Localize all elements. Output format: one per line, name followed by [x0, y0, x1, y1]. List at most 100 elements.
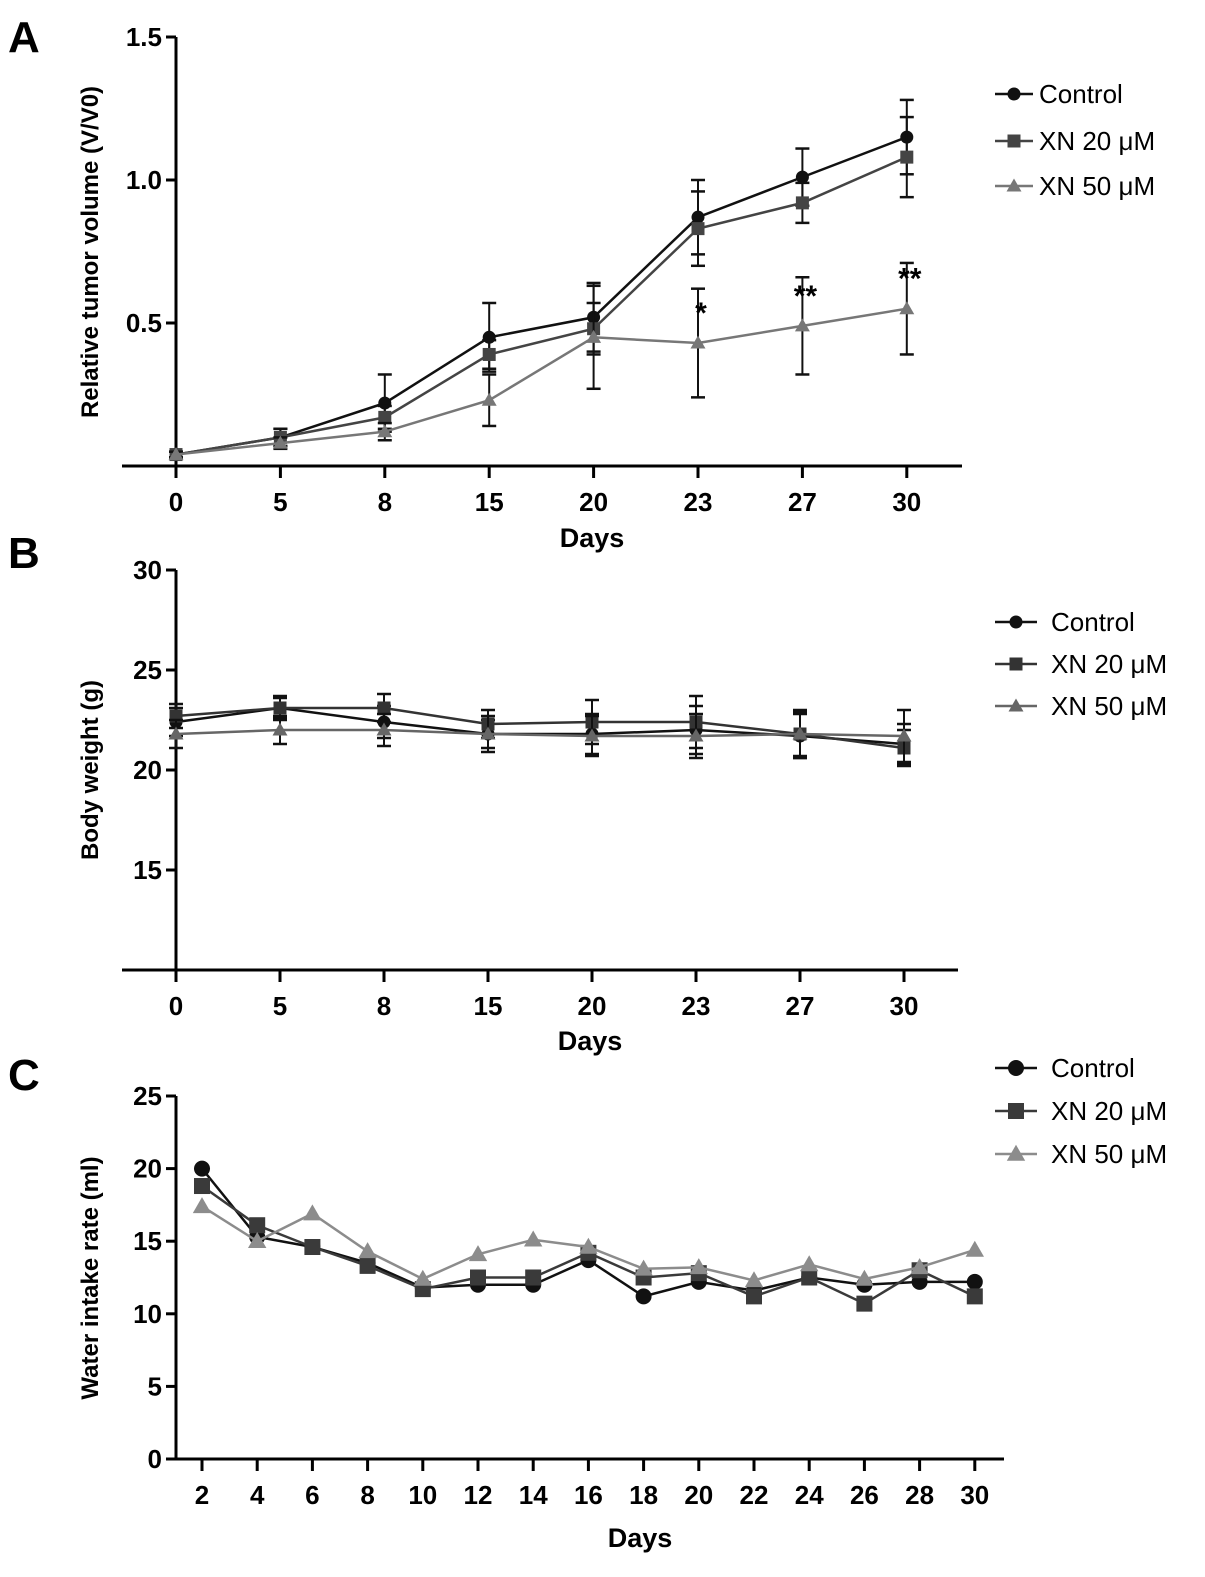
series-line	[175, 155, 908, 456]
y-tick-label: 1.5	[126, 22, 162, 52]
x-tick-label: 16	[574, 1480, 603, 1510]
x-tick-label: 8	[377, 991, 391, 1021]
y-axis-label: Relative tumor volume (V/V0)	[77, 86, 104, 418]
panel-letter: A	[8, 13, 40, 62]
panel-a: A 0.5 1.0 1.5 0 5 8 15 20 23 27 30 Days Relative tumo…	[8, 13, 1155, 553]
x-tick-label: 2	[195, 1480, 209, 1510]
data-point	[965, 1240, 984, 1257]
legend-label: XN 50 μM	[1051, 691, 1167, 721]
significance-annotation: **	[794, 280, 818, 313]
series-3	[192, 1197, 984, 1288]
panel-letter: C	[8, 1051, 40, 1100]
x-axis-label: Days	[608, 1523, 673, 1553]
y-axis-label: Water intake rate (ml)	[77, 1156, 104, 1399]
data-point	[634, 1259, 653, 1276]
data-point	[910, 1258, 929, 1275]
data-point	[272, 722, 288, 736]
data-point	[359, 1257, 376, 1274]
legend-entry: XN 50 μM	[995, 1139, 1167, 1169]
x-axis-label: Days	[558, 1026, 623, 1056]
legend-entry: XN 50 μM	[995, 171, 1155, 201]
series-line	[175, 706, 905, 750]
legend-label: XN 50 μM	[1051, 1139, 1167, 1169]
legend-entry: XN 20 μM	[995, 126, 1155, 156]
x-tick-label: 20	[684, 1480, 713, 1510]
data-point	[690, 335, 706, 349]
significance-annotation: **	[898, 263, 922, 296]
y-tick-label: 10	[133, 1299, 162, 1329]
data-point	[358, 1242, 377, 1259]
data-point	[856, 1295, 873, 1312]
legend-marker	[1007, 87, 1021, 101]
data-point	[272, 435, 288, 449]
data-point	[376, 722, 392, 736]
x-axis-label: Days	[560, 523, 625, 553]
x-tick-label: 12	[464, 1480, 493, 1510]
data-point	[481, 392, 497, 406]
data-point	[855, 1269, 874, 1286]
data-point	[800, 1255, 819, 1272]
data-point	[168, 447, 184, 461]
x-tick-label: 5	[273, 991, 287, 1021]
data-point	[480, 726, 496, 740]
x-tick-label: 26	[850, 1480, 879, 1510]
legend-entry: Control	[995, 79, 1123, 109]
x-tick-label: 22	[740, 1480, 769, 1510]
legend-marker	[1009, 615, 1023, 629]
data-point	[304, 1239, 321, 1256]
y-tick-label: 30	[133, 555, 162, 585]
x-tick-label: 8	[378, 487, 392, 517]
data-point	[378, 410, 392, 424]
data-point	[377, 701, 391, 715]
data-point	[273, 701, 287, 715]
data-point	[168, 726, 184, 740]
x-tick-label: 10	[408, 1480, 437, 1510]
data-point	[896, 728, 912, 742]
legend-label: XN 50 μM	[1039, 171, 1155, 201]
legend-marker	[1008, 1060, 1024, 1076]
x-tick-label: 30	[892, 487, 921, 517]
series-3	[168, 261, 915, 461]
x-tick-label: 15	[475, 487, 504, 517]
x-tick-label: 0	[169, 991, 183, 1021]
legend-label: XN 20 μM	[1039, 126, 1155, 156]
x-tick-label: 14	[519, 1480, 548, 1510]
y-tick-label: 15	[133, 1226, 162, 1256]
legend-marker	[1006, 178, 1022, 192]
x-tick-label: 28	[905, 1480, 934, 1510]
data-point	[470, 1269, 486, 1286]
data-point	[468, 1245, 488, 1262]
x-tick-label: 23	[682, 991, 711, 1021]
series-line	[175, 307, 908, 456]
data-point	[194, 1178, 210, 1195]
legend-label: XN 20 μM	[1051, 649, 1167, 679]
y-tick-label: 15	[133, 855, 162, 885]
x-tick-label: 5	[273, 487, 287, 517]
data-point	[413, 1269, 432, 1286]
y-tick-label: 0	[148, 1444, 162, 1474]
series-line	[175, 728, 905, 738]
x-tick-label: 4	[250, 1480, 265, 1510]
data-point	[377, 424, 393, 438]
data-point	[691, 222, 705, 236]
data-point	[194, 1160, 210, 1177]
panel-letter: B	[8, 529, 40, 578]
data-point	[746, 1288, 762, 1305]
legend-entry: XN 50 μM	[995, 691, 1167, 721]
y-tick-label: 25	[133, 655, 162, 685]
data-point	[900, 150, 914, 164]
data-point	[249, 1217, 266, 1234]
data-point	[689, 1258, 708, 1275]
legend-entry: XN 20 μM	[995, 1096, 1167, 1126]
panel-b: B 15 20 25 30 0 5 8 15 20 23 27 30 Days Body weight (g…	[8, 529, 1167, 1056]
x-tick-label: 15	[474, 991, 503, 1021]
data-point	[688, 728, 704, 742]
legend-marker	[1008, 1103, 1024, 1119]
data-point	[635, 1288, 652, 1305]
x-tick-label: 30	[890, 991, 919, 1021]
legend-label: Control	[1051, 1053, 1135, 1083]
data-point	[579, 1237, 598, 1254]
y-tick-label: 20	[133, 755, 162, 785]
